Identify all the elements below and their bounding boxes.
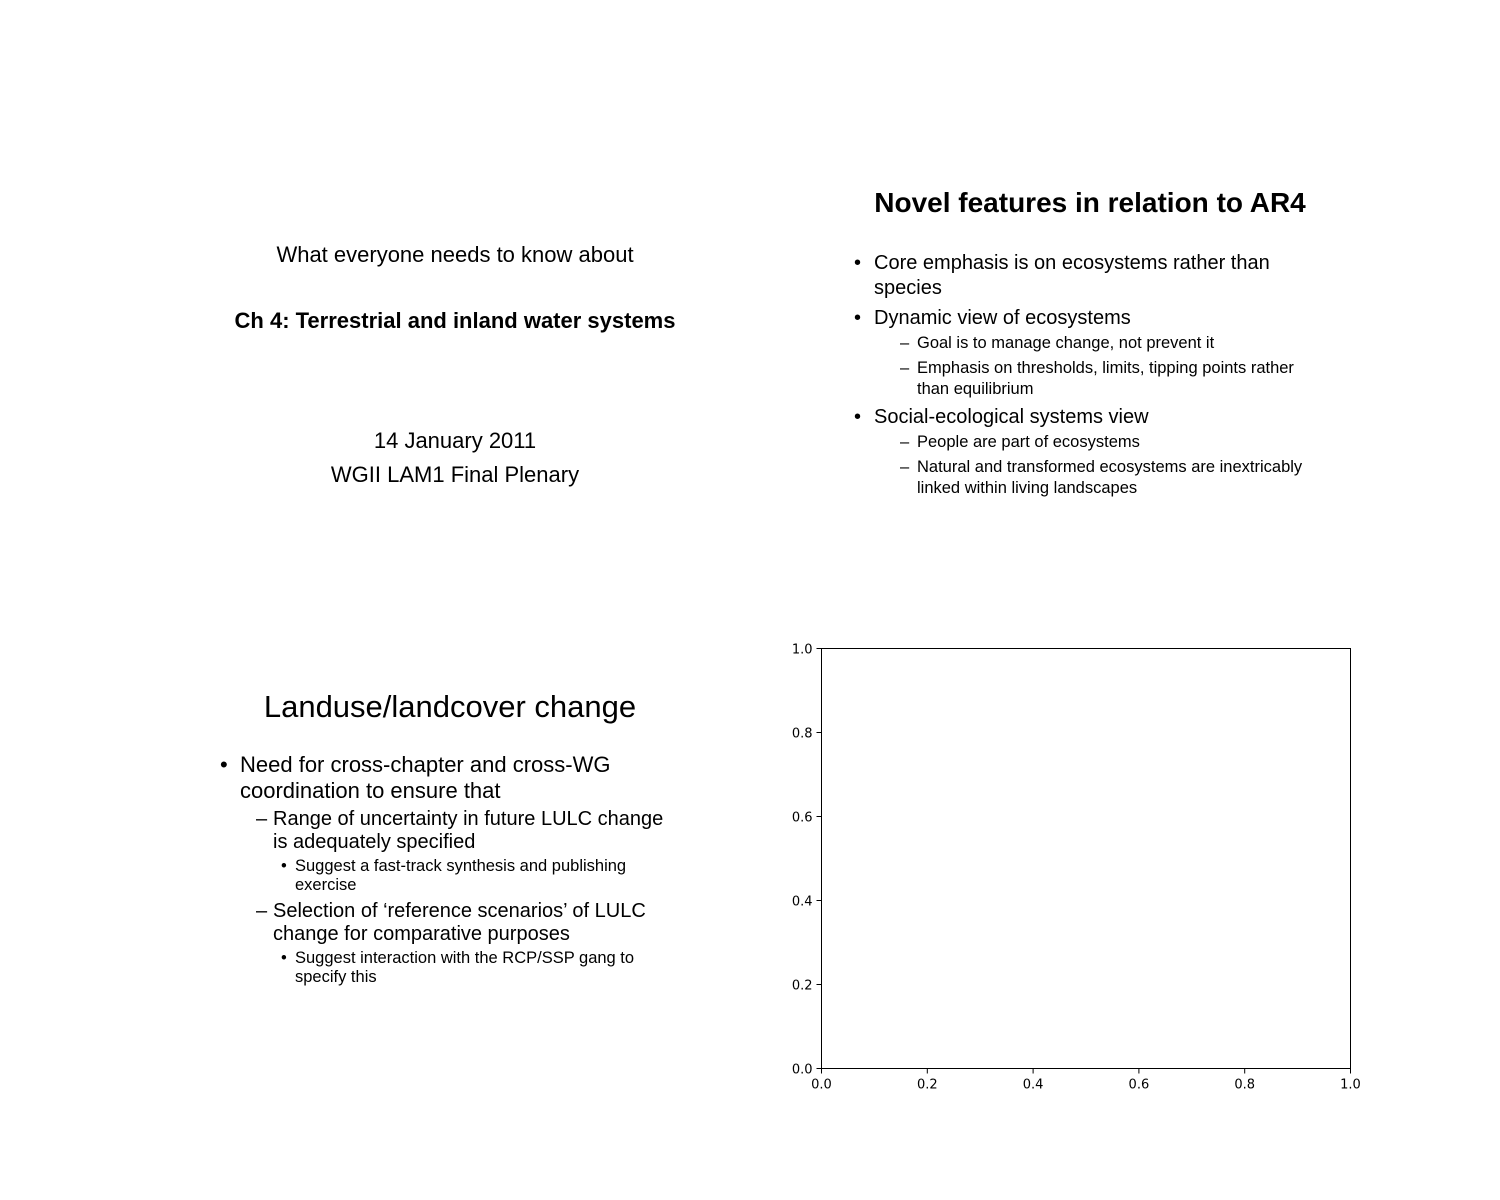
- chapter-title: Ch 4: Terrestrial and inland water syste…: [234, 308, 676, 333]
- y-tick-label: 0.8: [792, 727, 813, 742]
- slide-body: • Core emphasis is on ecosystems rather t…: [854, 251, 1324, 504]
- bullet-item: • Dynamic view of ecosystems – Goal is to …: [854, 306, 1324, 400]
- y-tick-label: 1.0: [792, 643, 813, 658]
- empty-plot-axes: 0.0 0.2 0.4 0.6 0.8 1.0 0.0 0.2 0.4 0.6 0.8 1.0: [792, 643, 1361, 1093]
- sub-bullet-item: – Natural and transformed ecosystems are …: [900, 458, 1303, 497]
- x-tick-label: 0.8: [1234, 1078, 1255, 1093]
- x-tick-label: 1.0: [1340, 1078, 1361, 1093]
- bullet-list: • Core emphasis is on ecosystems rather t…: [854, 251, 1324, 499]
- sub-sub-bullet-list: • Suggest a fast-track synthesis and publ…: [273, 857, 680, 895]
- slide-title: Landuse/landcover change: [263, 689, 637, 724]
- sub-bullet-list: – Range of uncertainty in future LULC cha…: [240, 808, 680, 987]
- sub-bullet-text: People are part of ecosystems: [917, 433, 1140, 451]
- sub-bullet-item: – People are part of ecosystems: [900, 433, 1140, 451]
- plot-frame: [821, 648, 1351, 1069]
- sub-bullet-text: Range of uncertainty in future LULC chan…: [273, 808, 664, 853]
- sub-bullet-text: Selection of ‘reference scenarios’ of LU…: [273, 900, 646, 945]
- bullet-text: Dynamic view of ecosystems: [874, 307, 1131, 329]
- sub-bullet-list: – People are part of ecosystems – Natural …: [874, 432, 1324, 499]
- landuse-slide: Landuse/landcover change • Need for cross…: [210, 685, 690, 1005]
- event-name: WGII LAM1 Final Plenary: [330, 462, 580, 487]
- y-tick-label: 0.0: [792, 1063, 813, 1078]
- sub-bullet-item: – Selection of ‘reference scenarios’ of L…: [256, 900, 680, 987]
- y-axis-ticks: 0.0 0.2 0.4 0.6 0.8 1.0: [792, 643, 822, 1078]
- presentation-date: 14 January 2011: [373, 428, 537, 453]
- bullet-text: Core emphasis is on ecosystems rather th…: [874, 252, 1270, 299]
- sub-bullet-item: – Goal is to manage change, not prevent i…: [900, 334, 1215, 352]
- bullet-item: • Social-ecological systems view – People …: [854, 405, 1324, 499]
- title-slide: What everyone needs to know about Ch 4: …: [170, 230, 740, 510]
- sub-bullet-text: Emphasis on thresholds, limits, tipping …: [917, 359, 1294, 398]
- x-axis-ticks: 0.0 0.2 0.4 0.6 0.8 1.0: [811, 1068, 1361, 1093]
- x-tick-label: 0.0: [811, 1078, 832, 1093]
- sub-bullet-item: – Range of uncertainty in future LULC cha…: [256, 808, 680, 895]
- sub-bullet-item: – Emphasis on thresholds, limits, tipping…: [900, 359, 1294, 398]
- x-tick-label: 0.6: [1129, 1078, 1150, 1093]
- x-tick-label: 0.4: [1023, 1078, 1044, 1093]
- sub-sub-bullet-item: • Suggest interaction with the RCP/SSP ga…: [281, 949, 635, 986]
- sub-bullet-list: – Goal is to manage change, not prevent i…: [874, 333, 1324, 400]
- sub-sub-bullet-list: • Suggest interaction with the RCP/SSP ga…: [273, 949, 680, 987]
- y-tick-label: 0.4: [792, 895, 813, 910]
- slide-body: • Need for cross-chapter and cross-WG coo…: [220, 752, 680, 992]
- bullet-item: • Need for cross-chapter and cross-WG coo…: [220, 752, 680, 987]
- sub-sub-bullet-item: • Suggest a fast-track synthesis and publ…: [281, 857, 627, 894]
- intro-text: What everyone needs to know about: [276, 242, 634, 267]
- y-tick-label: 0.6: [792, 811, 813, 826]
- slide-title: Novel features in relation to AR4: [874, 187, 1306, 218]
- bullet-list: • Need for cross-chapter and cross-WG coo…: [220, 752, 680, 987]
- bullet-text: Need for cross-chapter and cross-WG coor…: [240, 752, 611, 803]
- y-tick-label: 0.2: [792, 979, 813, 994]
- sub-bullet-text: Goal is to manage change, not prevent it: [917, 334, 1215, 352]
- sub-sub-bullet-text: Suggest a fast-track synthesis and publi…: [295, 857, 627, 894]
- novel-features-slide: Novel features in relation to AR4 • Core …: [840, 185, 1340, 525]
- bullet-item: • Core emphasis is on ecosystems rather t…: [854, 252, 1270, 299]
- sub-sub-bullet-text: Suggest interaction with the RCP/SSP gan…: [295, 949, 635, 986]
- bullet-text: Social-ecological systems view: [874, 406, 1149, 428]
- x-tick-label: 0.2: [917, 1078, 938, 1093]
- sub-bullet-text: Natural and transformed ecosystems are i…: [917, 458, 1303, 497]
